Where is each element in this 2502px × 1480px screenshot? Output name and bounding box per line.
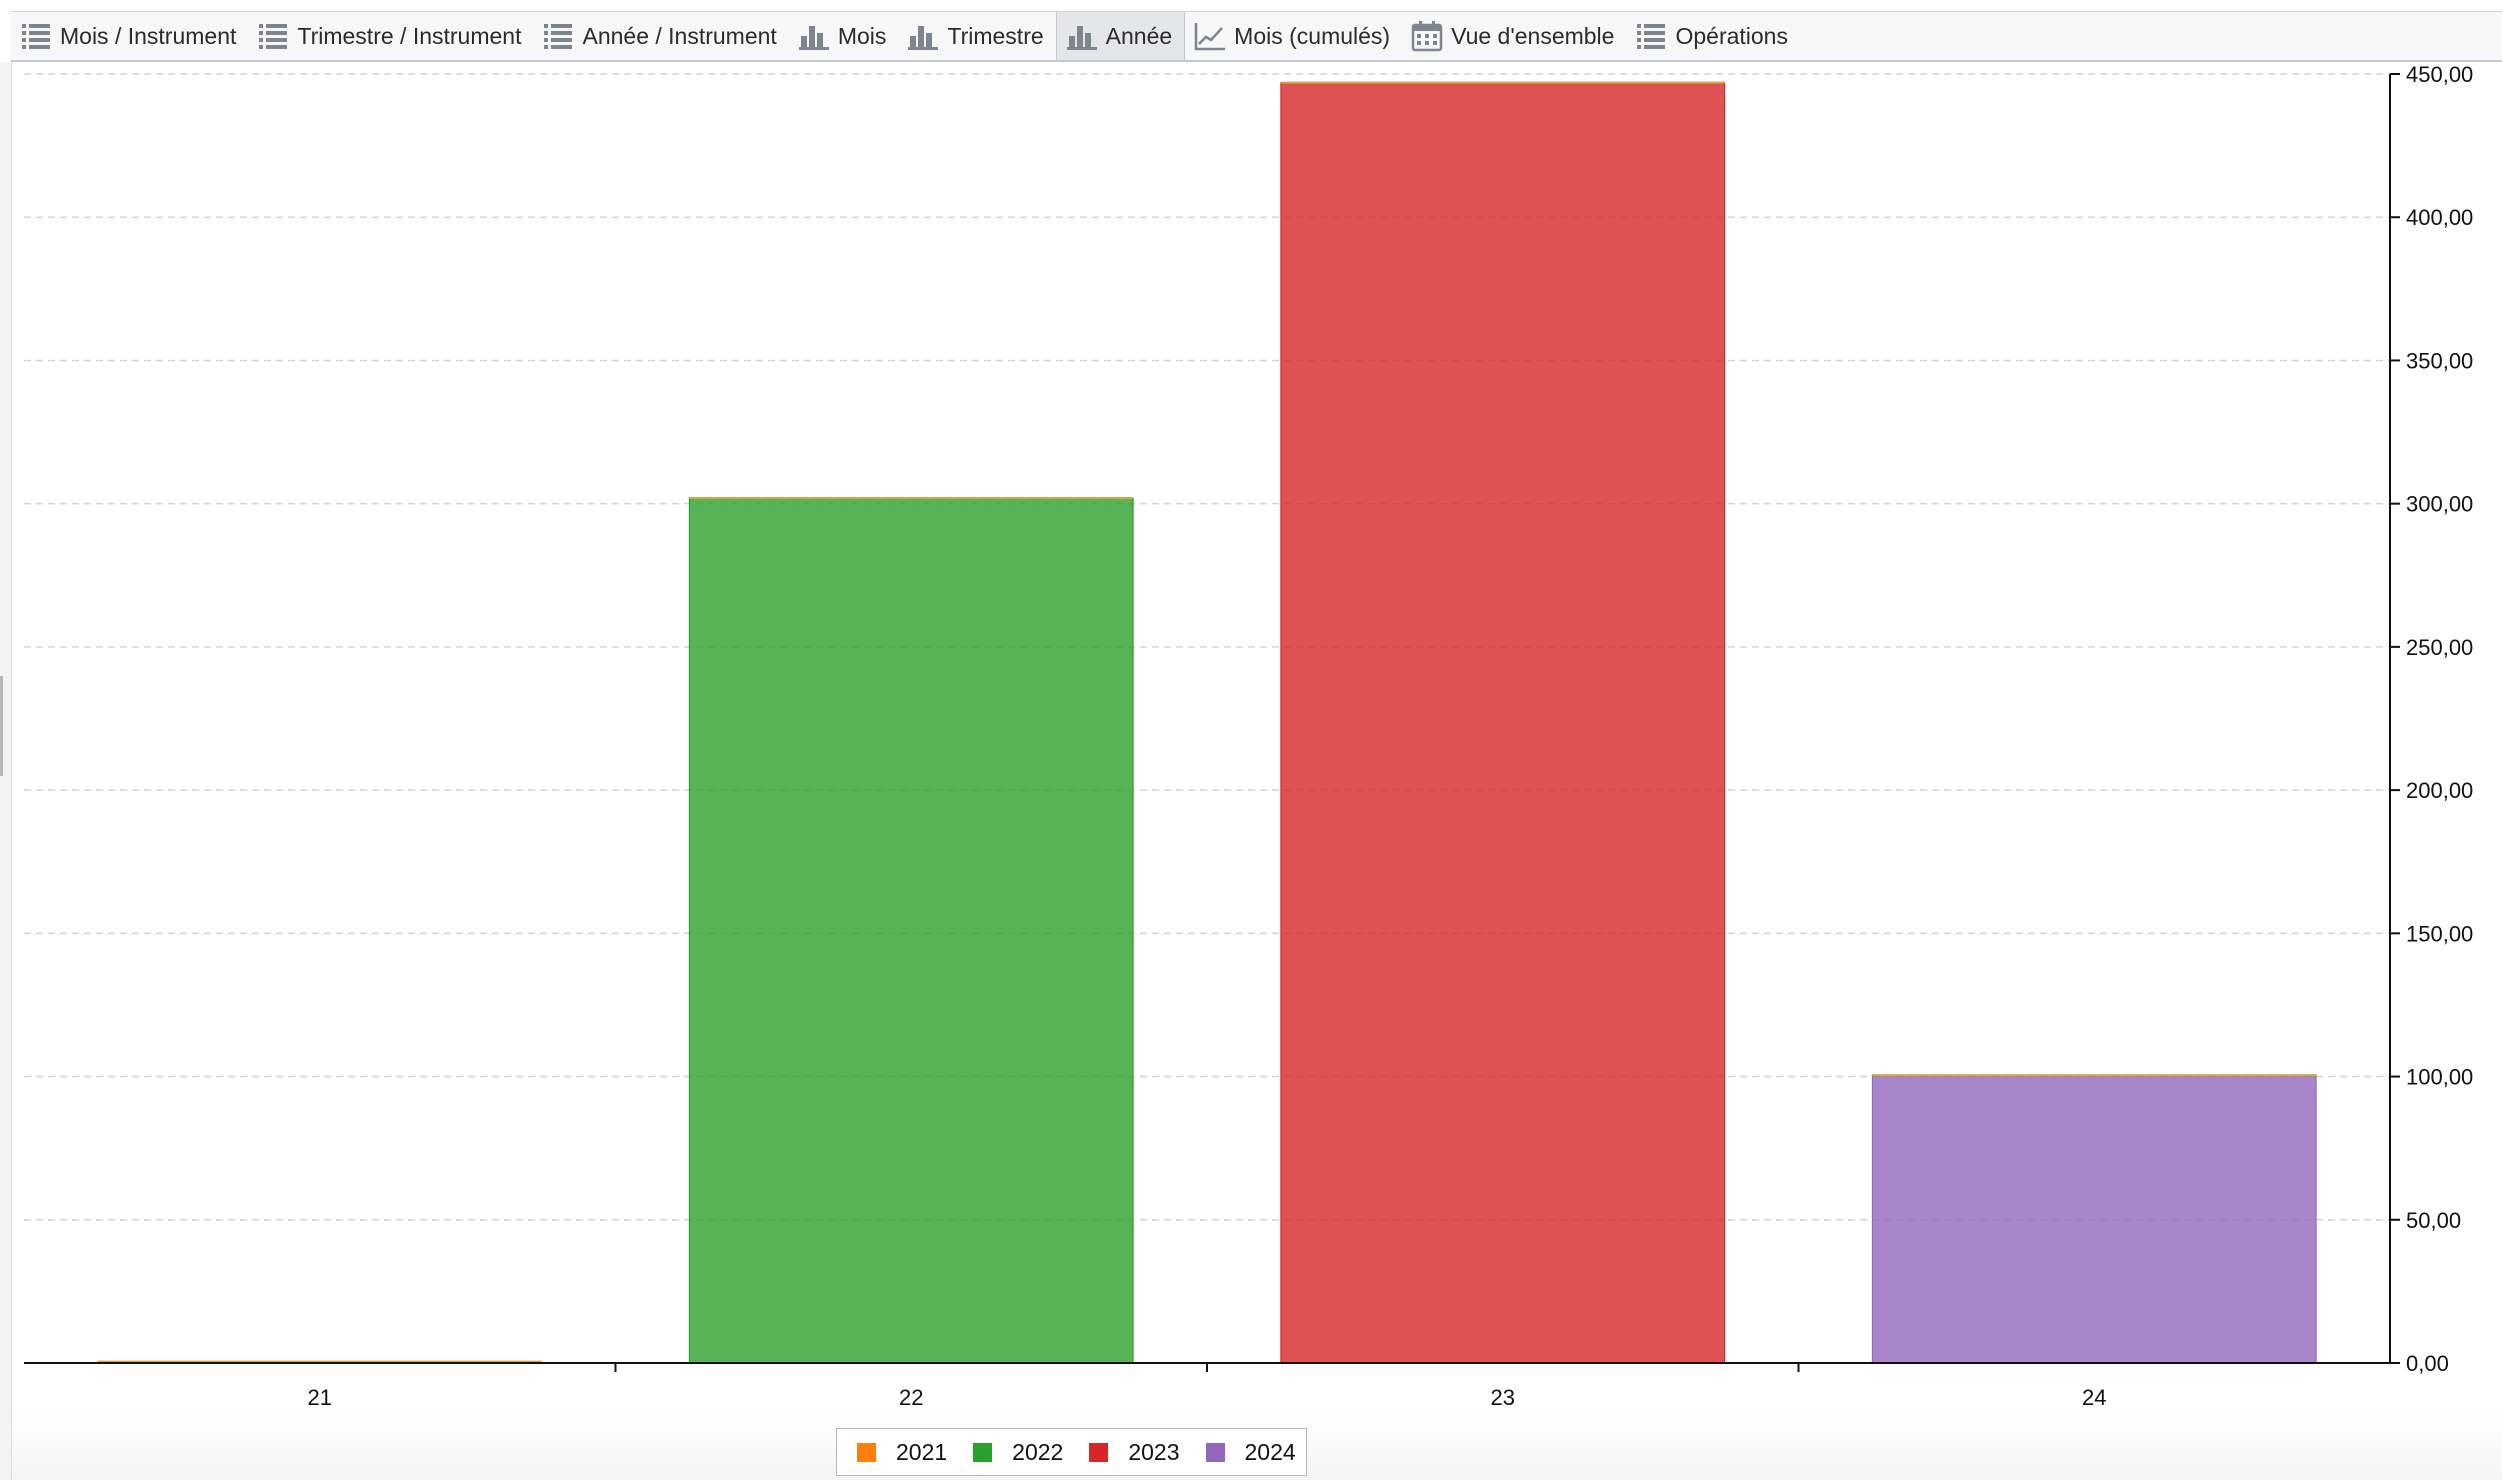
bar-23-2023[interactable] <box>1280 81 1726 1364</box>
x-tick-label: 21 <box>308 1385 332 1410</box>
bar-22-2022[interactable] <box>688 497 1134 1364</box>
left-panel-edge <box>0 62 12 1480</box>
bar-chart: 0,00 50,00 100,00 150,00 200,00 250,00 300,00 3… <box>24 62 2473 1410</box>
y-tick-label: 0,00 <box>2406 1351 2449 1376</box>
legend-item[interactable]: 2021 <box>857 1439 947 1466</box>
legend-swatch <box>973 1442 993 1462</box>
tab-année[interactable]: Année <box>1055 12 1186 60</box>
tab-trimestre-instrument[interactable]: Trimestre / Instrument <box>248 12 533 60</box>
bar-chart-icon <box>906 19 940 53</box>
tab-label: Année / Instrument <box>582 22 777 49</box>
x-tick-label: 22 <box>899 1385 923 1410</box>
tab-label: Mois (cumulés) <box>1234 22 1391 49</box>
bar-chart-icon <box>1065 19 1099 53</box>
y-tick-label: 300,00 <box>2406 492 2473 517</box>
list-icon <box>19 19 53 53</box>
tab-label: Opérations <box>1675 22 1788 49</box>
legend-label: 2022 <box>1012 1438 1064 1465</box>
y-tick-label: 100,00 <box>2406 1065 2473 1090</box>
legend-label: 2024 <box>1244 1438 1296 1465</box>
panel-resize-handle[interactable] <box>0 676 3 776</box>
tab-mois-cumulés[interactable]: Mois (cumulés) <box>1185 12 1402 60</box>
tab-trimestre[interactable]: Trimestre <box>898 12 1055 60</box>
tab-label: Trimestre / Instrument <box>297 22 522 49</box>
tab-label: Année <box>1105 22 1173 49</box>
list-icon <box>256 19 290 53</box>
bar-24-2024[interactable] <box>1871 1074 2317 1364</box>
legend-swatch <box>1205 1442 1225 1462</box>
y-tick-label: 250,00 <box>2406 635 2473 660</box>
bar-chart-icon <box>797 19 831 53</box>
calendar-icon <box>1410 19 1444 53</box>
chart-legend: 2021 2022 2023 2024 <box>836 1428 1307 1476</box>
tab-label: Mois <box>837 22 887 49</box>
legend-label: 2023 <box>1128 1438 1180 1465</box>
y-tick-label: 200,00 <box>2406 778 2473 803</box>
y-tick-label: 350,00 <box>2406 348 2473 373</box>
line-chart-icon <box>1193 19 1227 53</box>
tab-vue-d-ensemble[interactable]: Vue d'ensemble <box>1402 12 1626 60</box>
tab-année-instrument[interactable]: Année / Instrument <box>533 12 788 60</box>
y-tick-label: 150,00 <box>2406 921 2473 946</box>
legend-item[interactable]: 2023 <box>1089 1438 1180 1466</box>
tab-label: Trimestre <box>947 22 1044 49</box>
tab-label: Vue d'ensemble <box>1451 22 1615 49</box>
tab-label: Mois / Instrument <box>60 22 237 49</box>
legend-item[interactable]: 2024 <box>1205 1438 1296 1466</box>
tab-mois[interactable]: Mois <box>789 12 899 60</box>
legend-label: 2021 <box>896 1438 948 1465</box>
tab-opérations[interactable]: Opérations <box>1626 12 1800 60</box>
chart-area: 0,00 50,00 100,00 150,00 200,00 250,00 300,00 3… <box>12 62 2502 1480</box>
list-icon <box>1634 19 1668 53</box>
legend-swatch <box>857 1442 876 1462</box>
legend-swatch <box>1089 1442 1109 1462</box>
y-tick-label: 450,00 <box>2406 62 2473 87</box>
x-tick-label: 23 <box>1491 1385 1515 1410</box>
tab-mois-instrument[interactable]: Mois / Instrument <box>11 12 248 60</box>
list-icon <box>541 19 575 53</box>
y-tick-label: 400,00 <box>2406 205 2473 230</box>
x-tick-label: 24 <box>2082 1385 2106 1410</box>
legend-item[interactable]: 2022 <box>973 1439 1063 1466</box>
view-tab-bar: Mois / Instrument Trimestre / Instrument A… <box>11 11 2502 62</box>
y-tick-label: 50,00 <box>2406 1208 2461 1233</box>
